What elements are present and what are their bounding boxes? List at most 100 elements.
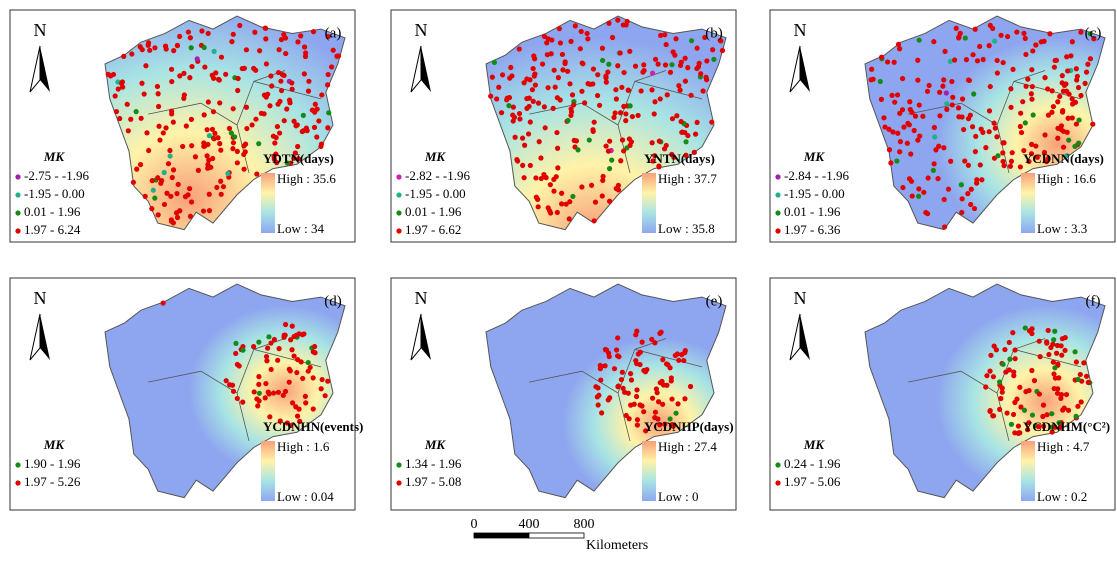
station-dot — [536, 204, 541, 209]
station-dot — [1037, 391, 1042, 396]
station-dot — [551, 177, 556, 182]
legend-title: MK — [43, 149, 66, 164]
station-dot — [621, 22, 626, 27]
station-dot — [603, 347, 608, 352]
station-dot — [530, 87, 535, 92]
station-dot — [948, 159, 953, 164]
station-dot — [603, 75, 608, 80]
station-dot — [979, 177, 984, 182]
ramp-high: High : 4.7 — [1037, 439, 1090, 454]
scale-unit: Kilometers — [586, 538, 648, 553]
station-dot — [290, 324, 295, 329]
station-dot — [592, 218, 597, 223]
station-dot — [556, 75, 561, 80]
station-dot — [140, 47, 145, 52]
station-dot — [650, 140, 655, 145]
station-dot — [319, 92, 324, 97]
station-dot — [966, 116, 971, 121]
station-dot — [683, 139, 688, 144]
station-dot — [494, 96, 499, 101]
station-dot — [634, 329, 639, 334]
station-dot — [585, 81, 590, 86]
station-dot — [323, 393, 328, 398]
station-dot — [944, 107, 949, 112]
station-dot — [966, 77, 971, 82]
panel-label: (a) — [325, 25, 342, 41]
station-dot — [633, 64, 638, 69]
station-dot — [605, 69, 610, 74]
station-dot — [915, 78, 920, 83]
station-dot — [134, 167, 139, 172]
map-panel: N(b)MK-2.82 - -1.96-1.95 - 0.000.01 - 1.… — [391, 10, 736, 242]
station-dot — [688, 384, 693, 389]
station-dot — [532, 56, 537, 61]
station-dot — [1060, 407, 1065, 412]
station-dot — [1007, 357, 1012, 362]
station-dot — [988, 84, 993, 89]
station-dot — [116, 86, 121, 91]
station-dot — [626, 88, 631, 93]
station-dot — [1031, 112, 1036, 117]
station-dot — [607, 395, 612, 400]
station-dot — [256, 340, 261, 345]
station-dot — [1018, 124, 1023, 129]
station-dot — [1078, 93, 1083, 98]
station-dot — [300, 376, 305, 381]
station-dot — [544, 175, 549, 180]
station-dot — [206, 158, 211, 163]
station-dot — [704, 58, 709, 63]
station-dot — [227, 126, 232, 131]
station-dot — [508, 65, 513, 70]
station-dot — [1010, 67, 1015, 72]
station-dot — [973, 27, 978, 32]
station-dot — [506, 103, 511, 108]
station-dot — [202, 112, 207, 117]
station-dot — [641, 409, 646, 414]
station-dot — [233, 341, 238, 346]
field-title: YCDNHN(events) — [263, 419, 363, 434]
station-dot — [944, 90, 949, 95]
station-dot — [964, 57, 969, 62]
station-dot — [641, 62, 646, 67]
station-dot — [256, 382, 261, 387]
legend-label: -2.84 - -1.96 — [784, 168, 849, 183]
station-dot — [126, 128, 131, 133]
legend-label: -2.75 - -1.96 — [24, 168, 89, 183]
station-dot — [679, 119, 684, 124]
station-dot — [612, 366, 617, 371]
station-dot — [175, 215, 180, 220]
station-dot — [167, 148, 172, 153]
station-dot — [618, 158, 623, 163]
station-dot — [169, 111, 174, 116]
station-dot — [987, 129, 992, 134]
station-dot — [598, 377, 603, 382]
legend-dot — [15, 210, 20, 215]
station-dot — [965, 191, 970, 196]
north-label: N — [34, 20, 47, 40]
station-dot — [669, 62, 674, 67]
station-dot — [925, 89, 930, 94]
station-dot — [1084, 374, 1089, 379]
station-dot — [634, 361, 639, 366]
station-dot — [567, 199, 572, 204]
station-dot — [574, 138, 579, 143]
station-dot — [995, 153, 1000, 158]
station-dot — [326, 110, 331, 115]
station-dot — [956, 105, 961, 110]
station-dot — [701, 88, 706, 93]
scale-tick-label: 400 — [519, 517, 540, 532]
station-dot — [1051, 337, 1056, 342]
station-dot — [908, 151, 913, 156]
station-dot — [146, 40, 151, 45]
station-dot — [969, 187, 974, 192]
station-dot — [186, 29, 191, 34]
station-dot — [1033, 42, 1038, 47]
station-dot — [1016, 423, 1021, 428]
station-dot — [634, 394, 639, 399]
station-dot — [618, 50, 623, 55]
station-dot — [935, 176, 940, 181]
station-dot — [528, 163, 533, 168]
station-dot — [623, 118, 628, 123]
station-dot — [649, 87, 654, 92]
station-dot — [1038, 354, 1043, 359]
